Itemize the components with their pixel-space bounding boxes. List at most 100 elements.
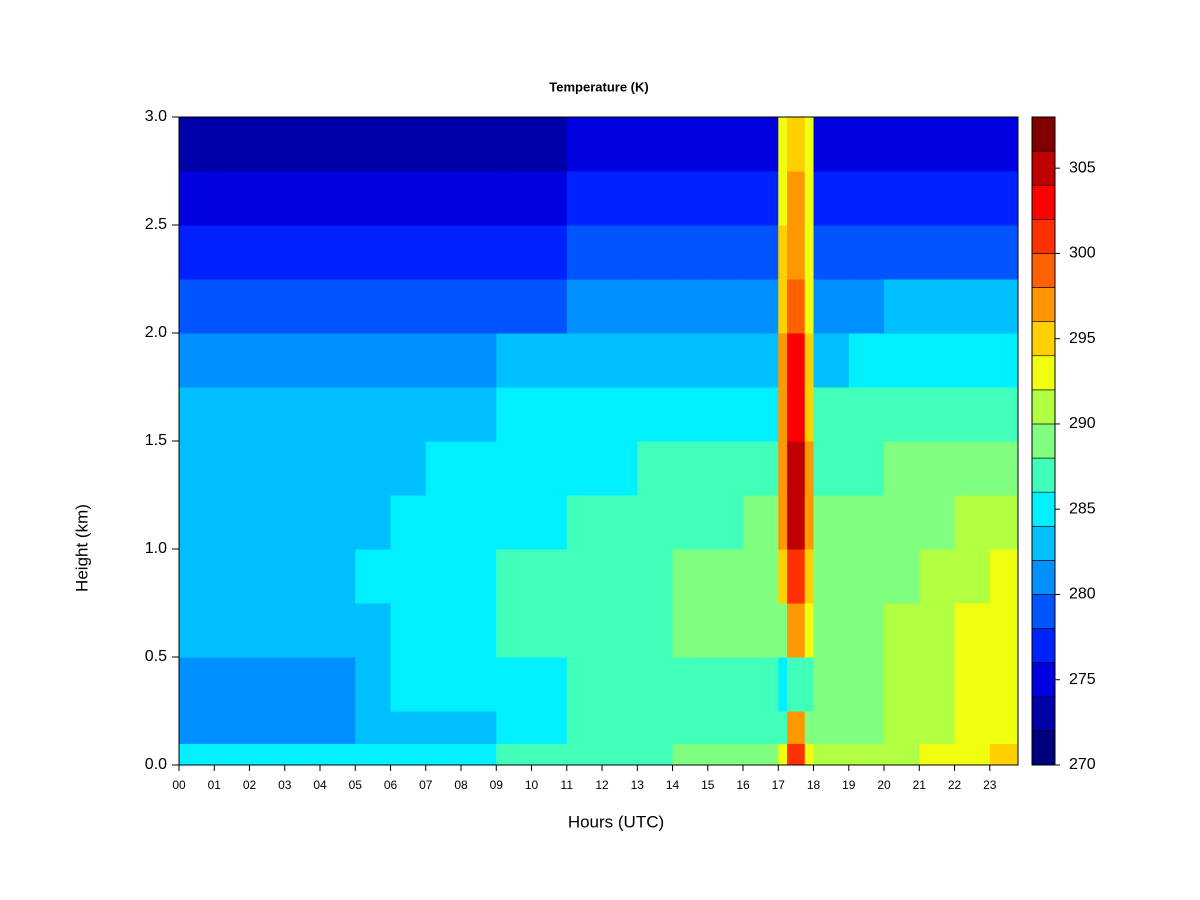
contour-cell [989, 603, 1019, 658]
contour-cell [390, 387, 427, 442]
contour-cell [989, 549, 1019, 604]
contour-cell [778, 171, 788, 226]
x-tick-label: 05 [349, 778, 363, 792]
contour-cell [566, 743, 603, 766]
contour-cell [954, 333, 991, 388]
contour-cell [884, 225, 920, 280]
contour-cell [531, 441, 568, 496]
x-tick-label: 10 [525, 778, 539, 792]
contour-cell [672, 171, 709, 226]
colorbar-band [1031, 219, 1056, 254]
contour-cell [496, 743, 533, 766]
contour-cell [637, 225, 674, 280]
contour-cell [531, 171, 568, 226]
contour-cell [919, 603, 956, 658]
contour-cell [566, 603, 603, 658]
x-tick-label: 00 [172, 778, 186, 792]
x-tick-label: 09 [490, 778, 504, 792]
contour-cell [813, 117, 850, 172]
contour-cell [804, 441, 815, 496]
contour-cell [672, 387, 709, 442]
contour-cell [179, 657, 215, 712]
contour-cell [566, 117, 603, 172]
contour-cell [672, 549, 709, 604]
contour-cell [355, 225, 392, 280]
contour-cell [531, 279, 568, 334]
contour-cell [707, 711, 744, 744]
contour-cell [954, 171, 991, 226]
contour-cell [813, 549, 850, 604]
contour-cell [787, 657, 806, 712]
contour-cell [919, 279, 956, 334]
contour-cell [320, 171, 356, 226]
contour-cell [848, 225, 885, 280]
colorbar-band [1031, 355, 1056, 391]
x-tick-label: 15 [701, 778, 715, 792]
contour-cell [813, 279, 850, 334]
contour-cell [425, 743, 462, 766]
contour-cell [320, 117, 356, 172]
contour-cell [954, 225, 991, 280]
x-tick-label: 23 [983, 778, 997, 792]
contour-cell [672, 279, 709, 334]
contour-cell [919, 225, 956, 280]
contour-cell [602, 495, 638, 550]
contour-cell [804, 387, 815, 442]
contour-cell [989, 657, 1019, 712]
contour-cell [390, 495, 427, 550]
contour-cell [672, 117, 709, 172]
contour-cell [602, 711, 638, 744]
y-tick-label: 0.0 [145, 756, 167, 773]
contour-cell [425, 549, 462, 604]
contour-cell [787, 387, 806, 442]
x-tick-label: 03 [278, 778, 292, 792]
contour-cell [919, 441, 956, 496]
contour-cell [778, 549, 788, 604]
contour-cell [919, 387, 956, 442]
contour-cell [743, 743, 779, 766]
contour-cell [989, 495, 1019, 550]
contour-cell [179, 549, 215, 604]
contour-cell [496, 171, 533, 226]
contour-cell [848, 549, 885, 604]
contour-cell [461, 743, 497, 766]
contour-cell [813, 657, 850, 712]
contour-cell [566, 495, 603, 550]
contour-cell [355, 333, 392, 388]
contour-cell [707, 333, 744, 388]
contour-cell [284, 603, 321, 658]
contour-cell [672, 333, 709, 388]
contour-cell [461, 549, 497, 604]
contour-cell [566, 711, 603, 744]
x-tick-label: 02 [243, 778, 257, 792]
contour-cell [637, 333, 674, 388]
contour-cell [355, 743, 392, 766]
contour-cell [637, 657, 674, 712]
contour-cell [214, 333, 251, 388]
contour-cell [531, 549, 568, 604]
contour-cell [804, 603, 815, 658]
contour-cell [884, 603, 920, 658]
contour-cell [848, 657, 885, 712]
contour-cell [707, 743, 744, 766]
contour-cell [813, 711, 850, 744]
contour-cell [778, 441, 788, 496]
contour-cell [214, 549, 251, 604]
contour-cell [425, 603, 462, 658]
contour-cell [566, 387, 603, 442]
contour-cell [804, 549, 815, 604]
contour-cell [355, 387, 392, 442]
contour-cell [884, 279, 920, 334]
colorbar-band [1031, 389, 1056, 425]
y-tick-label: 2.5 [145, 216, 167, 233]
contour-cell [778, 711, 788, 744]
contour-cell [989, 171, 1019, 226]
contour-cell [707, 495, 744, 550]
contour-cell [355, 279, 392, 334]
contour-cell [249, 549, 286, 604]
contour-cell [707, 441, 744, 496]
contour-cell [320, 711, 356, 744]
contour-cell [813, 743, 850, 766]
contour-cell [602, 603, 638, 658]
